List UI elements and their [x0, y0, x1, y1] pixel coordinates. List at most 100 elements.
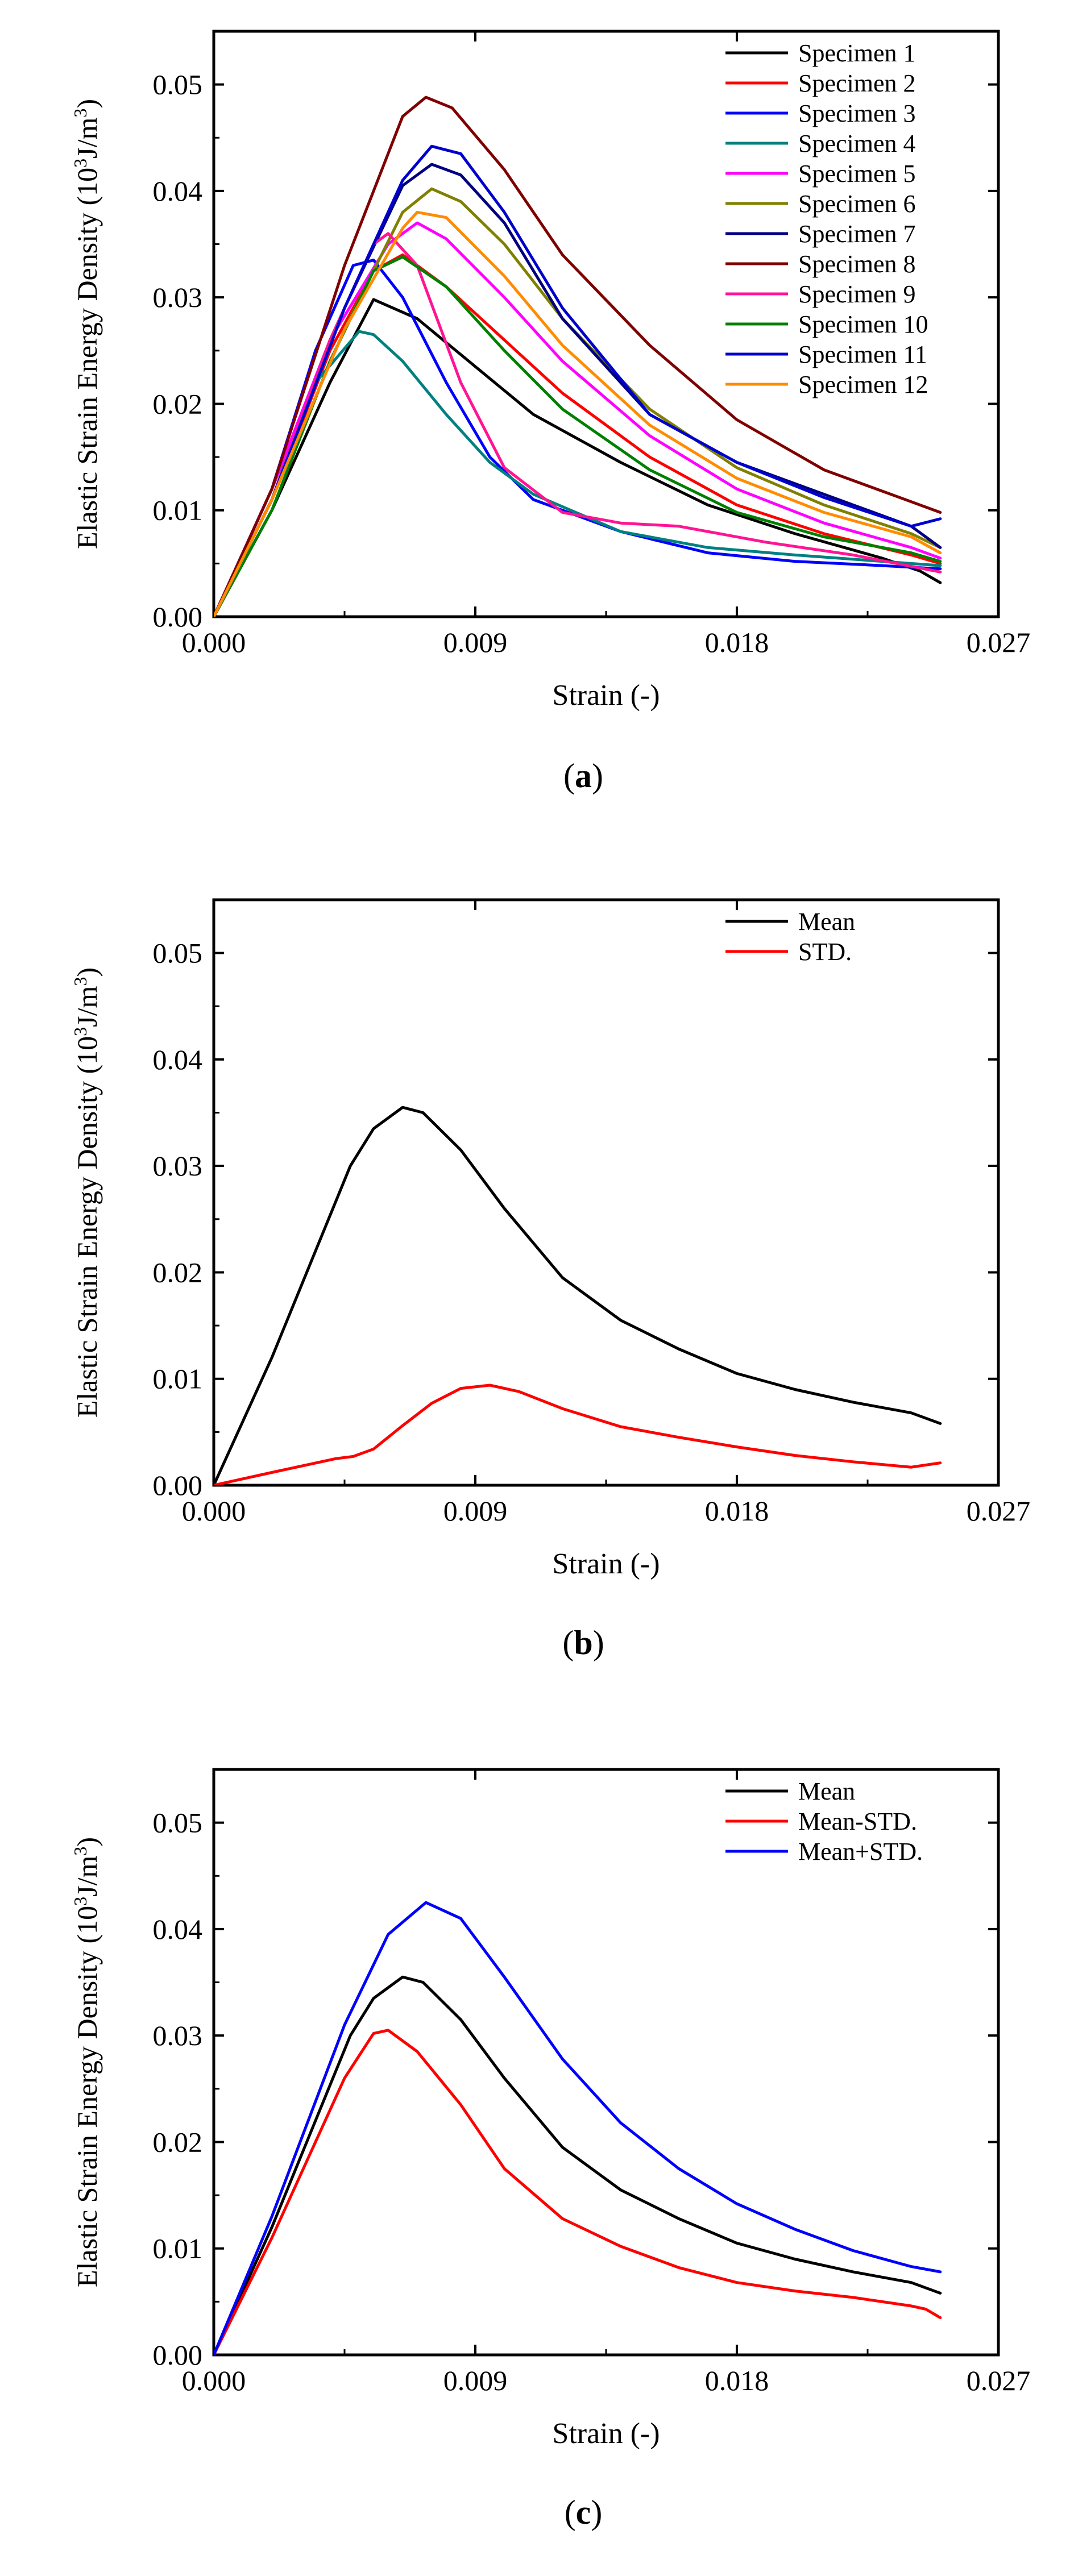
y-tick-label: 0.04 — [153, 1044, 203, 1075]
x-axis-label: Strain (-) — [552, 679, 660, 712]
series-line-specimen-4 — [214, 330, 942, 617]
legend-label: Specimen 9 — [798, 280, 916, 308]
chart-panel-b: 0.000 0.009 0.018 0.027 0.00 0.01 0.02 0.03 0.04… — [70, 898, 1031, 1661]
legend-label: Mean-STD. — [798, 1808, 917, 1835]
y-label-close: ) — [71, 967, 103, 977]
y-label-sup: 3 — [70, 109, 90, 118]
y-label-sup: 3 — [70, 1847, 90, 1856]
y-tick-label: 0.03 — [153, 1150, 203, 1182]
chart-panel-a: 0.000 0.009 0.018 0.027 0.00 0.01 0.02 0.03 0.04… — [70, 30, 1031, 795]
series-line-specimen-11 — [214, 144, 942, 617]
series-line-std — [214, 1383, 942, 1485]
plot-frame — [212, 898, 1000, 1487]
x-tick-label: 0.009 — [443, 2365, 508, 2396]
legend-label: Mean+STD. — [798, 1838, 923, 1865]
legend: Mean Mean-STD. Mean+STD. — [725, 1777, 923, 1865]
y-tick-label: 0.00 — [153, 601, 203, 633]
figure-caption: (a) — [563, 757, 603, 795]
caption-paren: ) — [593, 1624, 604, 1661]
y-tick-label: 0.02 — [153, 1256, 203, 1288]
y-axis-label: Elastic Strain Energy Density (103J/m3) — [70, 99, 103, 549]
series-group — [214, 95, 942, 617]
x-tick-label: 0.027 — [967, 1495, 1031, 1527]
legend-label: Specimen 5 — [798, 160, 916, 188]
y-tick-label: 0.04 — [153, 1913, 203, 1945]
legend-label: Specimen 1 — [798, 39, 916, 67]
y-label-unit: J/m — [71, 986, 103, 1027]
caption-paren: ( — [565, 2494, 576, 2531]
y-tick-label: 0.00 — [153, 2339, 203, 2371]
series-line-specimen-1 — [214, 298, 942, 617]
series-line-specimen-8 — [214, 95, 942, 617]
x-tick-label: 0.000 — [182, 626, 246, 658]
series-group — [214, 1106, 942, 1485]
legend-label: Specimen 10 — [798, 310, 928, 338]
series-line-specimen-2 — [214, 253, 942, 617]
legend-label: Specimen 11 — [798, 340, 927, 368]
legend-label: Specimen 8 — [798, 250, 916, 278]
legend-label: STD. — [798, 938, 852, 966]
caption-letter: b — [574, 1624, 592, 1661]
y-tick-label: 0.05 — [153, 1807, 203, 1839]
series-line-mean — [214, 1975, 942, 2355]
y-tick-label: 0.05 — [153, 69, 203, 101]
y-tick-label: 0.02 — [153, 2126, 203, 2158]
y-axis-label: Elastic Strain Energy Density (103J/m3) — [70, 967, 103, 1418]
series-line-mean — [214, 1106, 942, 1485]
legend-label: Specimen 3 — [798, 99, 916, 127]
caption-paren: ( — [562, 1624, 574, 1661]
legend-label: Specimen 6 — [798, 190, 916, 218]
x-tick-label: 0.018 — [705, 626, 769, 658]
y-label-close: ) — [71, 99, 103, 109]
y-tick-label: 0.02 — [153, 388, 203, 419]
figure-caption: (b) — [562, 1624, 604, 1661]
x-tick-label: 0.000 — [182, 2365, 246, 2396]
y-label-sup: 3 — [70, 159, 90, 168]
y-label-close: ) — [71, 1837, 103, 1847]
y-label-text: Elastic Strain Energy Density (10 — [71, 1036, 103, 1418]
y-label-unit: J/m — [71, 118, 103, 159]
caption-paren: ) — [592, 757, 603, 795]
legend-label: Specimen 12 — [798, 371, 928, 398]
legend-label: Specimen 7 — [798, 220, 916, 248]
x-tick-label: 0.027 — [967, 626, 1031, 658]
x-tick-label: 0.009 — [443, 626, 508, 658]
y-tick-label: 0.03 — [153, 2020, 203, 2051]
y-tick-label: 0.05 — [153, 937, 203, 969]
x-axis-label: Strain (-) — [552, 2417, 660, 2450]
y-tick-label: 0.01 — [153, 1363, 203, 1395]
legend-label: Mean — [798, 1777, 855, 1805]
x-tick-label: 0.018 — [705, 2365, 769, 2396]
y-label-sup: 3 — [70, 977, 90, 986]
y-label-text: Elastic Strain Energy Density (10 — [71, 1906, 103, 2287]
y-axis-label: Elastic Strain Energy Density (103J/m3) — [70, 1837, 103, 2287]
caption-letter: c — [576, 2494, 591, 2531]
y-tick-label: 0.01 — [153, 2233, 203, 2265]
series-line-specimen-12 — [214, 210, 942, 617]
x-tick-label: 0.018 — [705, 1495, 769, 1527]
y-tick-label: 0.01 — [153, 495, 203, 526]
x-tick-label: 0.027 — [967, 2365, 1031, 2396]
series-line-mean-std — [214, 2029, 942, 2355]
y-tick-label: 0.03 — [153, 281, 203, 313]
y-tick-label: 0.00 — [153, 1469, 203, 1501]
y-label-unit: J/m — [71, 1856, 103, 1897]
caption-paren: ) — [591, 2494, 602, 2531]
figure-caption: (c) — [565, 2494, 603, 2531]
caption-letter: a — [575, 757, 592, 795]
legend-label: Specimen 4 — [798, 130, 916, 157]
x-tick-label: 0.000 — [182, 1495, 246, 1527]
caption-paren: ( — [563, 757, 575, 795]
y-label-sup: 3 — [70, 1897, 90, 1906]
series-group — [214, 1901, 942, 2355]
y-label-sup: 3 — [70, 1027, 90, 1036]
chart-panel-c: 0.000 0.009 0.018 0.027 0.00 0.01 0.02 0.03 0.04… — [70, 1768, 1031, 2531]
y-label-text: Elastic Strain Energy Density (10 — [71, 168, 103, 549]
x-tick-label: 0.009 — [443, 1495, 508, 1527]
legend-label: Specimen 2 — [798, 69, 916, 97]
series-line-mean-std — [214, 1901, 942, 2355]
x-axis-label: Strain (-) — [552, 1548, 660, 1580]
